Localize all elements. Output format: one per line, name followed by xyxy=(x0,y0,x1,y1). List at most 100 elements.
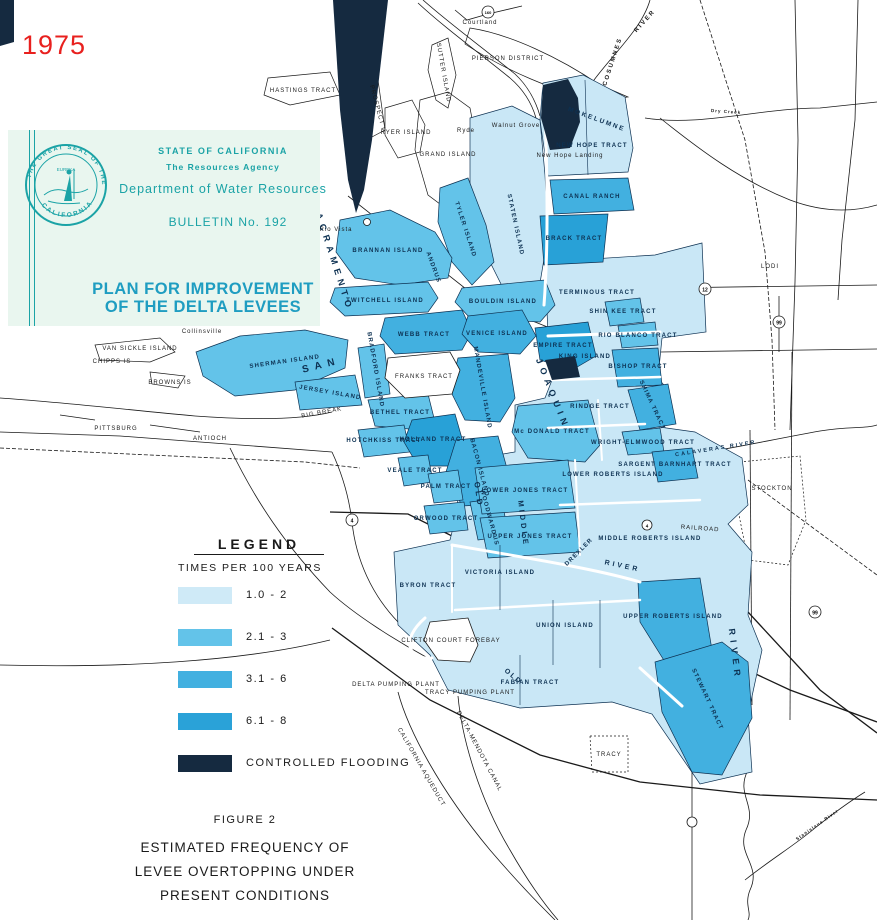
shield-circle xyxy=(808,605,822,619)
road-line xyxy=(0,639,331,667)
island-label: VICTORIA ISLAND xyxy=(465,570,535,576)
shield-circle xyxy=(772,315,786,329)
town-label: Ryde xyxy=(457,128,475,134)
town-label: New Hope Landing xyxy=(536,153,603,159)
island-label: BETHEL TRACT xyxy=(370,410,430,416)
road-line xyxy=(454,5,523,21)
seal-ring-top-text: THE GREAT SEAL OF THE STATE xyxy=(20,139,105,186)
legend-swatch-4 xyxy=(178,712,232,730)
legend: LEGEND TIMES PER 100 YEARS 1.0 - 2 2.1 -… xyxy=(178,536,409,772)
canal-label: DELTA-MENDOTA CANAL xyxy=(455,710,503,793)
report-title-line2: OF THE DELTA LEVEES xyxy=(104,298,302,316)
brack-tract-poly xyxy=(539,213,609,266)
empire-flood-patch xyxy=(545,356,580,380)
road-line xyxy=(59,414,201,433)
railroad-line xyxy=(699,0,776,431)
river-label-dry-creek: Dry Creek xyxy=(711,108,742,115)
railroad-label: RAILROAD xyxy=(681,525,720,534)
city-label: ANTIOCH xyxy=(193,436,227,442)
river-label-old: OLD xyxy=(472,481,485,508)
brannan-andrus-poly xyxy=(335,209,453,286)
legend-row: 2.1 - 3 xyxy=(178,628,378,646)
header-state: STATE OF CALIFORNIA xyxy=(158,146,288,156)
clifton-court-poly xyxy=(423,617,479,663)
shield-circle xyxy=(481,5,495,19)
island-label: ORWOOD TRACT xyxy=(414,516,479,522)
hastings-tract-outline xyxy=(263,71,341,106)
place-label: RYER ISLAND xyxy=(381,130,432,136)
city-label: PITTSBURG xyxy=(94,426,137,432)
island-label: UNION ISLAND xyxy=(536,623,594,629)
island-label: TWITCHELL ISLAND xyxy=(346,298,424,304)
tracy-city-boundary xyxy=(589,735,629,773)
island-label: HOTCHKISS TRACT xyxy=(346,438,421,444)
island-label: VENICE ISLAND xyxy=(466,331,528,337)
place-label: DELTA PUMPING PLANT xyxy=(352,682,440,688)
state-seal-icon: THE GREAT SEAL OF THE STATE CALIFORNIA E… xyxy=(20,139,107,226)
legend-swatch-2 xyxy=(178,628,232,646)
island-label: BYRON TRACT xyxy=(400,583,457,589)
svg-text:THE GREAT SEAL OF THE STATE: THE GREAT SEAL OF THE STATE xyxy=(20,139,106,186)
venice-island-poly xyxy=(461,309,537,355)
shield-circle xyxy=(641,519,653,531)
legend-row: 6.1 - 8 xyxy=(178,712,378,730)
jersey-island-poly xyxy=(294,374,363,411)
legend-label-4: 6.1 - 8 xyxy=(246,715,288,727)
figure-caption: FIGURE 2 ESTIMATED FREQUENCY OF LEVEE OV… xyxy=(70,814,420,903)
west-islands-outline xyxy=(94,337,186,389)
legend-title: LEGEND xyxy=(194,536,324,555)
river-label-stanislaus: Stanislaus River xyxy=(795,808,840,841)
creek-line xyxy=(659,117,877,211)
road-line xyxy=(0,431,333,453)
island-label: BISHOP TRACT xyxy=(608,364,667,370)
mcdonald-tract-poly xyxy=(511,399,601,463)
twitchell-island-poly xyxy=(329,281,439,317)
canal-ranch-poly xyxy=(549,177,635,215)
shield-circle xyxy=(686,816,698,828)
shield-circle xyxy=(698,282,712,296)
legend-swatch-5 xyxy=(178,754,232,772)
header-department: Department of Water Resources xyxy=(119,182,327,196)
island-label: HOLLAND TRACT xyxy=(400,437,467,443)
island-label: MIDDLE ROBERTS ISLAND xyxy=(598,536,701,542)
island-label: RINDGE TRACT xyxy=(570,404,630,410)
island-label: EMPIRE TRACT xyxy=(533,343,592,349)
island-label: NEW HOPE TRACT xyxy=(556,143,627,149)
header-agency: The Resources Agency xyxy=(166,162,280,172)
shin-kee-poly xyxy=(604,297,645,327)
controlled-flooding-areas xyxy=(0,0,580,380)
island-label: BOULDIN ISLAND xyxy=(469,299,537,305)
shield-99: 99 xyxy=(776,321,782,327)
bradford-island-poly xyxy=(357,343,391,399)
river-channel xyxy=(550,375,662,382)
river-channel xyxy=(597,399,603,461)
river-channel xyxy=(546,422,647,430)
legend-subtitle: TIMES PER 100 YEARS xyxy=(178,562,322,574)
island-label: BRANNAN ISLAND xyxy=(352,248,423,254)
river-channel xyxy=(453,598,642,612)
figure-number: FIGURE 2 xyxy=(213,814,277,826)
shield-160: 160 xyxy=(485,10,492,15)
svg-text:CALIFORNIA: CALIFORNIA xyxy=(40,199,95,219)
shield-12: 12 xyxy=(702,288,708,294)
middle-river-channel xyxy=(450,543,642,584)
ship-channel-wedge xyxy=(333,0,388,213)
river-channels xyxy=(408,79,702,708)
island-label: LOWER ROBERTS ISLAND xyxy=(562,472,663,478)
island-label: SARGENT BARNHART TRACT xyxy=(618,462,731,468)
sherman-island-poly xyxy=(195,329,349,397)
shield-4: 4 xyxy=(351,519,354,525)
island-label: KING ISLAND xyxy=(559,354,611,360)
seal-figure xyxy=(64,175,72,201)
shield-4b: 4 xyxy=(646,524,649,529)
island-label: WRIGHT-ELMWOOD TRACT xyxy=(591,440,695,446)
island-label: CANAL RANCH xyxy=(563,194,620,200)
river-channel xyxy=(574,459,581,556)
legend-label-3: 3.1 - 6 xyxy=(246,673,288,685)
corner-chip xyxy=(0,0,14,46)
stanislaus-river-line xyxy=(744,791,866,881)
old-river-channel xyxy=(408,616,434,660)
legend-row: 1.0 - 2 xyxy=(178,586,378,604)
